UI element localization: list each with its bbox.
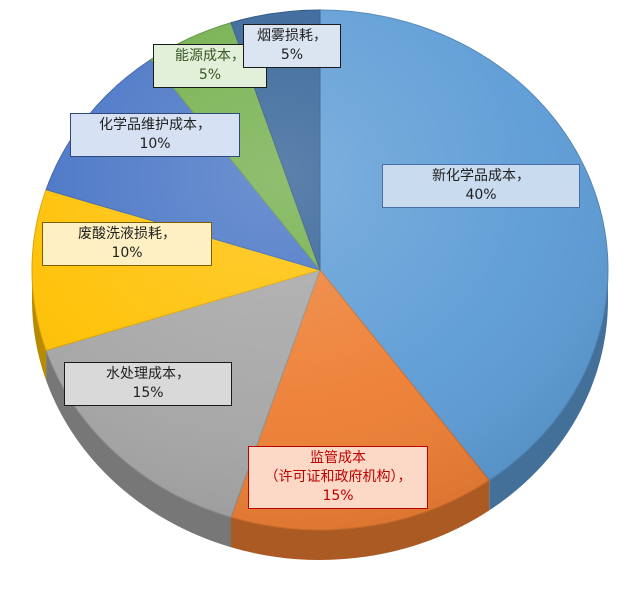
data-label-fume-loss: 烟雾损耗， 5%: [243, 24, 341, 68]
label-name: 废酸洗液损耗，: [78, 226, 176, 242]
label-name: 水处理成本，: [106, 366, 190, 382]
label-value: 15%: [322, 488, 354, 504]
label-value: 5%: [280, 47, 304, 63]
label-value: 40%: [465, 187, 497, 203]
data-label-regulatory: 监管成本 （许可证和政府机构）， 15%: [248, 446, 428, 509]
label-value: 10%: [111, 245, 143, 261]
label-value: 5%: [198, 67, 222, 83]
label-name: 新化学品成本，: [432, 168, 530, 184]
label-name: 烟雾损耗，: [257, 28, 327, 44]
label-name: 化学品维护成本，: [99, 117, 211, 133]
data-label-waste-pickle: 废酸洗液损耗， 10%: [42, 222, 212, 266]
pie-side-regulatory: [231, 480, 490, 560]
data-label-chem-maintenance: 化学品维护成本， 10%: [70, 113, 240, 157]
data-label-new-chemicals: 新化学品成本， 40%: [382, 164, 580, 208]
label-value: 15%: [132, 385, 164, 401]
label-name: 监管成本: [310, 450, 366, 466]
label-value: 10%: [139, 136, 171, 152]
label-name-line2: （许可证和政府机构），: [264, 469, 412, 485]
label-name: 能源成本，: [175, 48, 245, 64]
data-label-water-treatment: 水处理成本， 15%: [64, 362, 232, 406]
